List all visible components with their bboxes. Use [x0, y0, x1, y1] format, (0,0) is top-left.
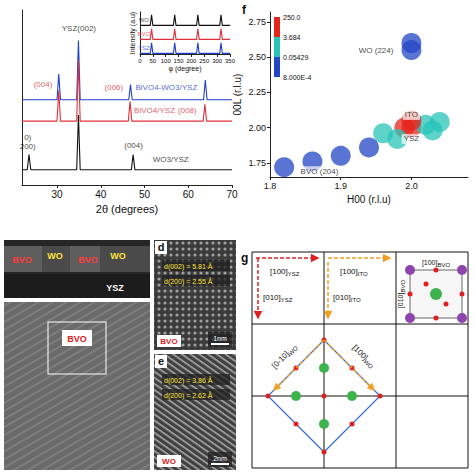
- svg-text:d(200) = 2.55 Å: d(200) = 2.55 Å: [164, 277, 213, 286]
- svg-text:[010]YSZ: [010]YSZ: [263, 293, 293, 303]
- svg-text:WO: WO: [139, 17, 150, 23]
- svg-text:e: e: [158, 355, 164, 367]
- svg-text:200): 200): [20, 142, 36, 151]
- svg-text:Intensity (a.u): Intensity (a.u): [129, 12, 137, 54]
- svg-text:70: 70: [226, 189, 238, 200]
- svg-text:2.75: 2.75: [248, 17, 266, 27]
- svg-text:1nm: 1nm: [213, 335, 227, 342]
- svg-text:1.9: 1.9: [334, 181, 347, 191]
- svg-text:φ (degree): φ (degree): [169, 65, 202, 73]
- svg-text:YSZ: YSZ: [138, 45, 150, 51]
- svg-text:d(002) = 3.86 Å: d(002) = 3.86 Å: [164, 376, 213, 385]
- svg-text:[100]BVO: [100]BVO: [422, 259, 451, 268]
- svg-text:2.0: 2.0: [405, 181, 418, 191]
- svg-text:150: 150: [174, 58, 185, 64]
- svg-text:YSZ(002): YSZ(002): [62, 24, 97, 33]
- svg-text:WO3/YSZ: WO3/YSZ: [153, 155, 189, 164]
- svg-text:250.0: 250.0: [283, 14, 301, 21]
- svg-text:30: 30: [51, 189, 63, 200]
- svg-text:WO (224): WO (224): [359, 46, 394, 55]
- svg-text:250: 250: [199, 58, 210, 64]
- svg-text:BVO: BVO: [67, 334, 87, 344]
- svg-text:BVO: BVO: [78, 255, 98, 265]
- svg-text:BVO (204): BVO (204): [301, 167, 339, 176]
- svg-text:g: g: [241, 251, 248, 265]
- svg-text:d: d: [158, 241, 165, 253]
- svg-text:0: 0: [138, 58, 142, 64]
- svg-text:1.75: 1.75: [248, 158, 266, 168]
- svg-text:(004): (004): [124, 141, 143, 150]
- svg-text:(008): (008): [178, 106, 197, 115]
- svg-text:8.000E-4: 8.000E-4: [283, 74, 312, 81]
- svg-text:YSZ: YSZ: [404, 134, 420, 143]
- svg-text:3.684: 3.684: [283, 34, 301, 41]
- svg-text:f: f: [242, 3, 247, 17]
- svg-text:ITO: ITO: [405, 110, 418, 119]
- svg-text:00L (r.l.u): 00L (r.l.u): [232, 74, 243, 116]
- svg-text:0.05429: 0.05429: [283, 54, 308, 61]
- svg-text:0): 0): [24, 133, 31, 142]
- svg-text:200: 200: [186, 58, 197, 64]
- svg-text:2nm: 2nm: [213, 455, 227, 462]
- svg-text:[010]ITO: [010]ITO: [333, 293, 361, 303]
- svg-text:[100]WO: [100]WO: [350, 343, 377, 370]
- svg-text:2θ (degrees): 2θ (degrees): [96, 203, 158, 215]
- svg-text:350: 350: [225, 58, 236, 64]
- svg-text:50: 50: [150, 58, 157, 64]
- svg-text:2.00: 2.00: [248, 123, 266, 133]
- svg-text:BiVO4-WO3/YSZ: BiVO4-WO3/YSZ: [135, 83, 197, 92]
- svg-text:d(002) = 5.81 Å: d(002) = 5.81 Å: [164, 262, 213, 271]
- svg-text:WO: WO: [110, 251, 126, 261]
- svg-text:(004): (004): [34, 80, 53, 89]
- svg-text:WO: WO: [47, 251, 63, 261]
- svg-text:H00 (r.l.u): H00 (r.l.u): [347, 194, 391, 205]
- svg-text:[0-10]WO: [0-10]WO: [270, 342, 299, 371]
- svg-text:WO: WO: [162, 457, 176, 466]
- svg-text:60: 60: [183, 189, 195, 200]
- svg-text:BiVO4/YSZ: BiVO4/YSZ: [134, 106, 175, 115]
- svg-text:2.25: 2.25: [248, 87, 266, 97]
- svg-text:d(200) = 2.62 Å: d(200) = 2.62 Å: [164, 391, 213, 400]
- svg-text:YSZ: YSZ: [106, 283, 124, 293]
- svg-text:(006): (006): [105, 83, 124, 92]
- svg-text:[100]YSZ: [100]YSZ: [270, 267, 300, 277]
- svg-text:50: 50: [139, 189, 151, 200]
- svg-text:BVO: BVO: [138, 31, 151, 37]
- svg-text:100: 100: [161, 58, 172, 64]
- svg-text:40: 40: [95, 189, 107, 200]
- svg-text:[010]BVO: [010]BVO: [397, 280, 406, 309]
- svg-text:[100]ITO: [100]ITO: [340, 267, 368, 277]
- svg-text:1.8: 1.8: [264, 181, 277, 191]
- svg-text:300: 300: [212, 58, 223, 64]
- svg-text:BVO: BVO: [160, 337, 177, 346]
- svg-text:2.50: 2.50: [248, 52, 266, 62]
- svg-text:BVO: BVO: [12, 255, 32, 265]
